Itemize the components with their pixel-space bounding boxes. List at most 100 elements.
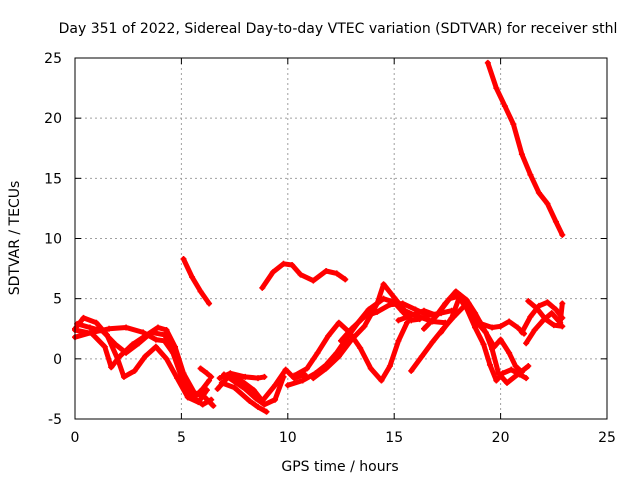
- data-point: [348, 336, 355, 343]
- data-point: [135, 340, 142, 347]
- chart-title: Day 351 of 2022, Sidereal Day-to-day VTE…: [59, 21, 618, 37]
- series-line-track-k: [259, 261, 348, 291]
- data-point: [395, 317, 402, 324]
- data-point: [163, 326, 170, 333]
- data-point: [484, 59, 491, 66]
- y-tick-label: -5: [48, 412, 62, 428]
- data-point: [525, 363, 532, 370]
- y-tick-label: 15: [44, 171, 62, 187]
- data-point: [380, 281, 387, 288]
- data-point: [123, 324, 130, 331]
- data-point: [106, 325, 113, 332]
- data-point: [231, 384, 238, 391]
- data-point: [310, 277, 317, 284]
- data-point: [552, 306, 559, 313]
- data-point: [255, 403, 262, 410]
- data-point: [86, 324, 93, 331]
- series-line-track-m: [291, 320, 410, 383]
- data-point: [203, 370, 210, 377]
- data-point: [448, 314, 455, 321]
- data-point: [531, 326, 538, 333]
- data-point: [418, 353, 425, 360]
- data-point: [152, 336, 159, 343]
- data-point: [357, 345, 364, 352]
- data-point: [323, 267, 330, 274]
- data-point: [438, 329, 445, 336]
- x-tick-label: 20: [492, 430, 510, 446]
- data-point: [108, 364, 115, 371]
- data-point: [280, 260, 287, 267]
- data-point: [503, 379, 510, 386]
- data-point: [261, 373, 268, 380]
- data-point: [474, 319, 481, 326]
- data-point: [527, 171, 534, 178]
- data-point: [197, 365, 204, 372]
- data-point: [482, 329, 489, 336]
- data-point: [559, 231, 566, 238]
- data-point: [116, 353, 123, 360]
- data-point: [99, 328, 106, 335]
- data-point: [348, 325, 355, 332]
- data-point: [542, 316, 549, 323]
- data-point: [395, 337, 402, 344]
- data-point: [508, 366, 515, 373]
- data-point: [191, 394, 198, 401]
- data-point: [325, 332, 332, 339]
- data-point: [201, 394, 208, 401]
- data-point: [533, 305, 540, 312]
- data-point: [497, 336, 504, 343]
- grid: [75, 58, 607, 419]
- data-point: [242, 385, 249, 392]
- data-point: [512, 363, 519, 370]
- x-tick-label: 10: [279, 430, 297, 446]
- data-point: [172, 348, 179, 355]
- data-point: [472, 324, 479, 331]
- data-point: [142, 353, 149, 360]
- data-point: [518, 369, 525, 376]
- data-point: [527, 313, 534, 320]
- series-line-track-t: [485, 60, 565, 238]
- data-point: [510, 121, 517, 128]
- data-point: [299, 377, 306, 384]
- data-point: [206, 300, 213, 307]
- data-point: [401, 307, 408, 314]
- x-tick-label: 15: [385, 430, 403, 446]
- series-line-track-v: [523, 301, 565, 346]
- data-point: [525, 298, 532, 305]
- data-point: [303, 365, 310, 372]
- data-point: [408, 312, 415, 319]
- data-point: [140, 329, 147, 336]
- data-point: [506, 349, 513, 356]
- data-point: [514, 324, 521, 331]
- data-point: [403, 319, 410, 326]
- data-point: [338, 337, 344, 344]
- data-point: [374, 300, 381, 307]
- data-point: [154, 324, 161, 331]
- series-line-track-n: [310, 281, 448, 381]
- data-point: [399, 300, 406, 307]
- data-point: [442, 300, 449, 307]
- x-tick-label: 25: [598, 430, 616, 446]
- data-point: [333, 270, 340, 277]
- data-point: [335, 353, 342, 360]
- data-point: [501, 103, 508, 110]
- data-point: [497, 323, 504, 330]
- data-point: [457, 292, 464, 299]
- data-point: [259, 397, 266, 404]
- data-point: [386, 363, 393, 370]
- data-point: [380, 295, 387, 302]
- data-point: [220, 371, 227, 378]
- data-point: [93, 319, 100, 326]
- axis-ticks: 0 5 10 15 20 25 -5 0 5 10 15 20 25: [44, 51, 616, 446]
- data-point: [255, 375, 262, 382]
- x-tick-label: 0: [71, 430, 80, 446]
- data-point: [420, 307, 427, 314]
- data-point: [214, 385, 221, 392]
- data-point: [514, 371, 521, 378]
- data-point: [174, 375, 181, 382]
- data-point: [282, 366, 289, 373]
- data-point: [491, 343, 498, 350]
- data-point: [480, 341, 487, 348]
- data-point: [550, 322, 557, 329]
